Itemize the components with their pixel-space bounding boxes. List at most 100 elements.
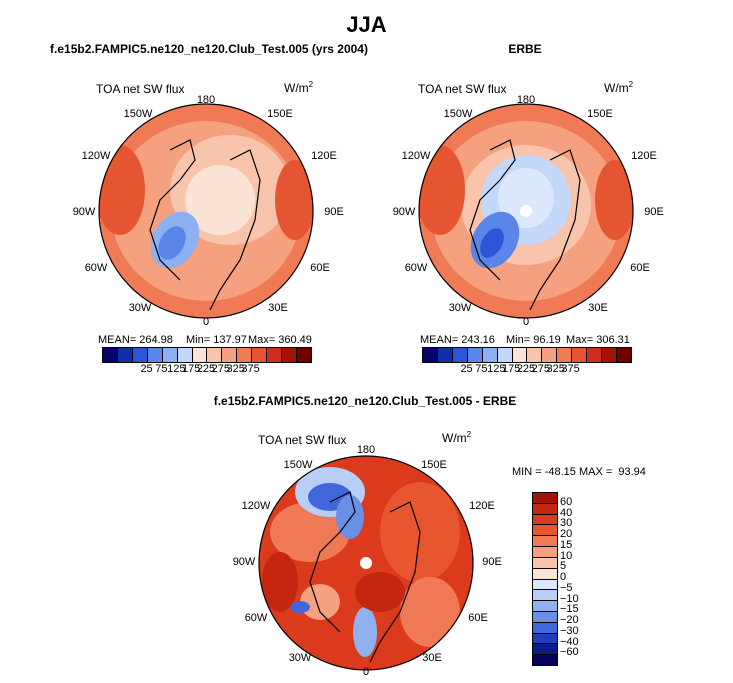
colorbar-label: 375 bbox=[241, 363, 260, 375]
colorbar-swatch bbox=[161, 348, 177, 362]
colorbar-label: 20 bbox=[560, 528, 573, 540]
colorbar-label: −60 bbox=[560, 646, 579, 659]
colorbar-swatch bbox=[423, 348, 437, 362]
colorbar-swatch bbox=[533, 524, 557, 536]
colorbar-swatch bbox=[436, 348, 452, 362]
panel2-lon-60e: 60E bbox=[630, 262, 650, 274]
colorbar-label: 5 bbox=[560, 560, 567, 573]
panel1-lon-120w: 120W bbox=[81, 150, 111, 162]
panel2-lon-90e: 90E bbox=[644, 206, 664, 218]
colorbar-label: 75 bbox=[475, 363, 488, 375]
colorbar-label: 25 bbox=[140, 363, 153, 375]
panel2-var-label: TOA net SW flux bbox=[418, 82, 507, 96]
panel2-lon-30e: 30E bbox=[588, 302, 608, 314]
colorbar-label: 225 bbox=[196, 363, 216, 375]
colorbar-swatch bbox=[116, 348, 132, 362]
panel2-lon-0: 0 bbox=[522, 316, 530, 328]
colorbar-swatch bbox=[533, 546, 557, 557]
colorbar-label: −30 bbox=[560, 624, 579, 637]
panel1-mean: MEAN= 264.98 bbox=[98, 334, 173, 346]
panel1-colorbar-labels: 25 75 125 175 225 275 325 375 bbox=[102, 363, 310, 377]
colorbar-label: 0 bbox=[560, 571, 567, 583]
panel3-lon-90w: 90W bbox=[232, 556, 256, 568]
colorbar-swatch bbox=[481, 348, 497, 362]
panel3-lon-90e: 90E bbox=[482, 556, 502, 568]
colorbar-label: −20 bbox=[560, 614, 579, 626]
panel3-lon-60w: 60W bbox=[244, 612, 268, 624]
panel1-max: Max= 360.49 bbox=[248, 334, 312, 346]
panel2-lon-60w: 60W bbox=[404, 262, 428, 274]
colorbar-swatch bbox=[533, 556, 557, 568]
panel1-lon-120e: 120E bbox=[311, 150, 337, 162]
colorbar-label: −5 bbox=[560, 581, 573, 594]
panel3-var-label: TOA net SW flux bbox=[258, 433, 347, 447]
colorbar-swatch bbox=[533, 493, 557, 503]
panel1-polar-map bbox=[98, 103, 314, 319]
colorbar-swatch bbox=[496, 348, 512, 362]
panel2-lon-120e: 120E bbox=[631, 150, 657, 162]
panel3-colorbar bbox=[532, 492, 558, 666]
colorbar-swatch bbox=[533, 643, 557, 655]
panel3-minmax: MIN = -48.15 MAX = 93.94 bbox=[512, 466, 646, 478]
colorbar-swatch bbox=[466, 348, 482, 362]
colorbar-swatch bbox=[533, 621, 557, 633]
colorbar-swatch bbox=[556, 348, 572, 362]
colorbar-label: 175 bbox=[501, 363, 521, 375]
panel3-lon-180: 180 bbox=[356, 444, 376, 456]
panel3-lon-150w: 150W bbox=[283, 459, 313, 471]
panel2-lon-150w: 150W bbox=[443, 108, 473, 120]
panel1-units: W/m2 bbox=[284, 80, 314, 95]
colorbar-swatch bbox=[511, 348, 527, 362]
colorbar-label: −40 bbox=[560, 635, 579, 648]
colorbar-label: 125 bbox=[167, 363, 186, 375]
colorbar-swatch bbox=[206, 348, 222, 362]
colorbar-label: 60 bbox=[560, 495, 573, 508]
colorbar-swatch bbox=[533, 502, 557, 514]
colorbar-swatch bbox=[236, 348, 252, 362]
panel3-lon-150e: 150E bbox=[421, 459, 447, 471]
colorbar-swatch bbox=[176, 348, 192, 362]
panel3-polar-map bbox=[258, 455, 474, 671]
colorbar-swatch bbox=[601, 348, 616, 362]
panel2-units: W/m2 bbox=[604, 80, 634, 95]
colorbar-label: 125 bbox=[487, 363, 506, 375]
panel3-lon-120w: 120W bbox=[241, 500, 271, 512]
panel1-lon-60w: 60W bbox=[84, 262, 108, 274]
colorbar-swatch bbox=[615, 348, 631, 362]
colorbar-swatch bbox=[533, 654, 557, 665]
panel1-lon-180: 180 bbox=[196, 94, 216, 106]
colorbar-swatch bbox=[451, 348, 467, 362]
panel3-units: W/m2 bbox=[442, 430, 472, 445]
colorbar-label: 225 bbox=[516, 363, 536, 375]
panel2-mean: MEAN= 243.16 bbox=[420, 334, 495, 346]
panel2-colorbar-labels: 25 75 125 175 225 275 325 375 bbox=[422, 363, 630, 377]
colorbar-swatch bbox=[533, 589, 557, 601]
colorbar-swatch bbox=[533, 632, 557, 644]
panel2-min: Min= 96.19 bbox=[506, 334, 561, 346]
colorbar-label: 275 bbox=[531, 363, 551, 375]
colorbar-swatch bbox=[586, 348, 602, 362]
colorbar-swatch bbox=[533, 535, 557, 547]
colorbar-label: 325 bbox=[546, 363, 565, 375]
colorbar-swatch bbox=[221, 348, 237, 362]
panel2-lon-30w: 30W bbox=[448, 302, 472, 314]
panel1-lon-90e: 90E bbox=[324, 206, 344, 218]
colorbar-swatch bbox=[191, 348, 207, 362]
colorbar-label: 175 bbox=[181, 363, 201, 375]
panel3-lon-30e: 30E bbox=[422, 652, 442, 664]
panel1-lon-30e: 30E bbox=[268, 302, 288, 314]
panel3-lon-30w: 30W bbox=[288, 652, 312, 664]
panel1-lon-90w: 90W bbox=[72, 206, 96, 218]
panel1-lon-0: 0 bbox=[202, 316, 210, 328]
panel2-lon-150e: 150E bbox=[587, 108, 613, 120]
panel2-polar-map bbox=[418, 103, 634, 319]
panel3-lon-120e: 120E bbox=[469, 500, 495, 512]
panel2-colorbar bbox=[422, 347, 632, 363]
colorbar-swatch bbox=[146, 348, 162, 362]
colorbar-swatch bbox=[533, 600, 557, 611]
panel3-title: f.e15b2.FAMPIC5.ne120_ne120.Club_Test.00… bbox=[213, 394, 517, 408]
colorbar-swatch bbox=[526, 348, 542, 362]
colorbar-label: 15 bbox=[560, 538, 573, 551]
panel2-lon-180: 180 bbox=[516, 94, 536, 106]
panel2-lon-90w: 90W bbox=[392, 206, 416, 218]
